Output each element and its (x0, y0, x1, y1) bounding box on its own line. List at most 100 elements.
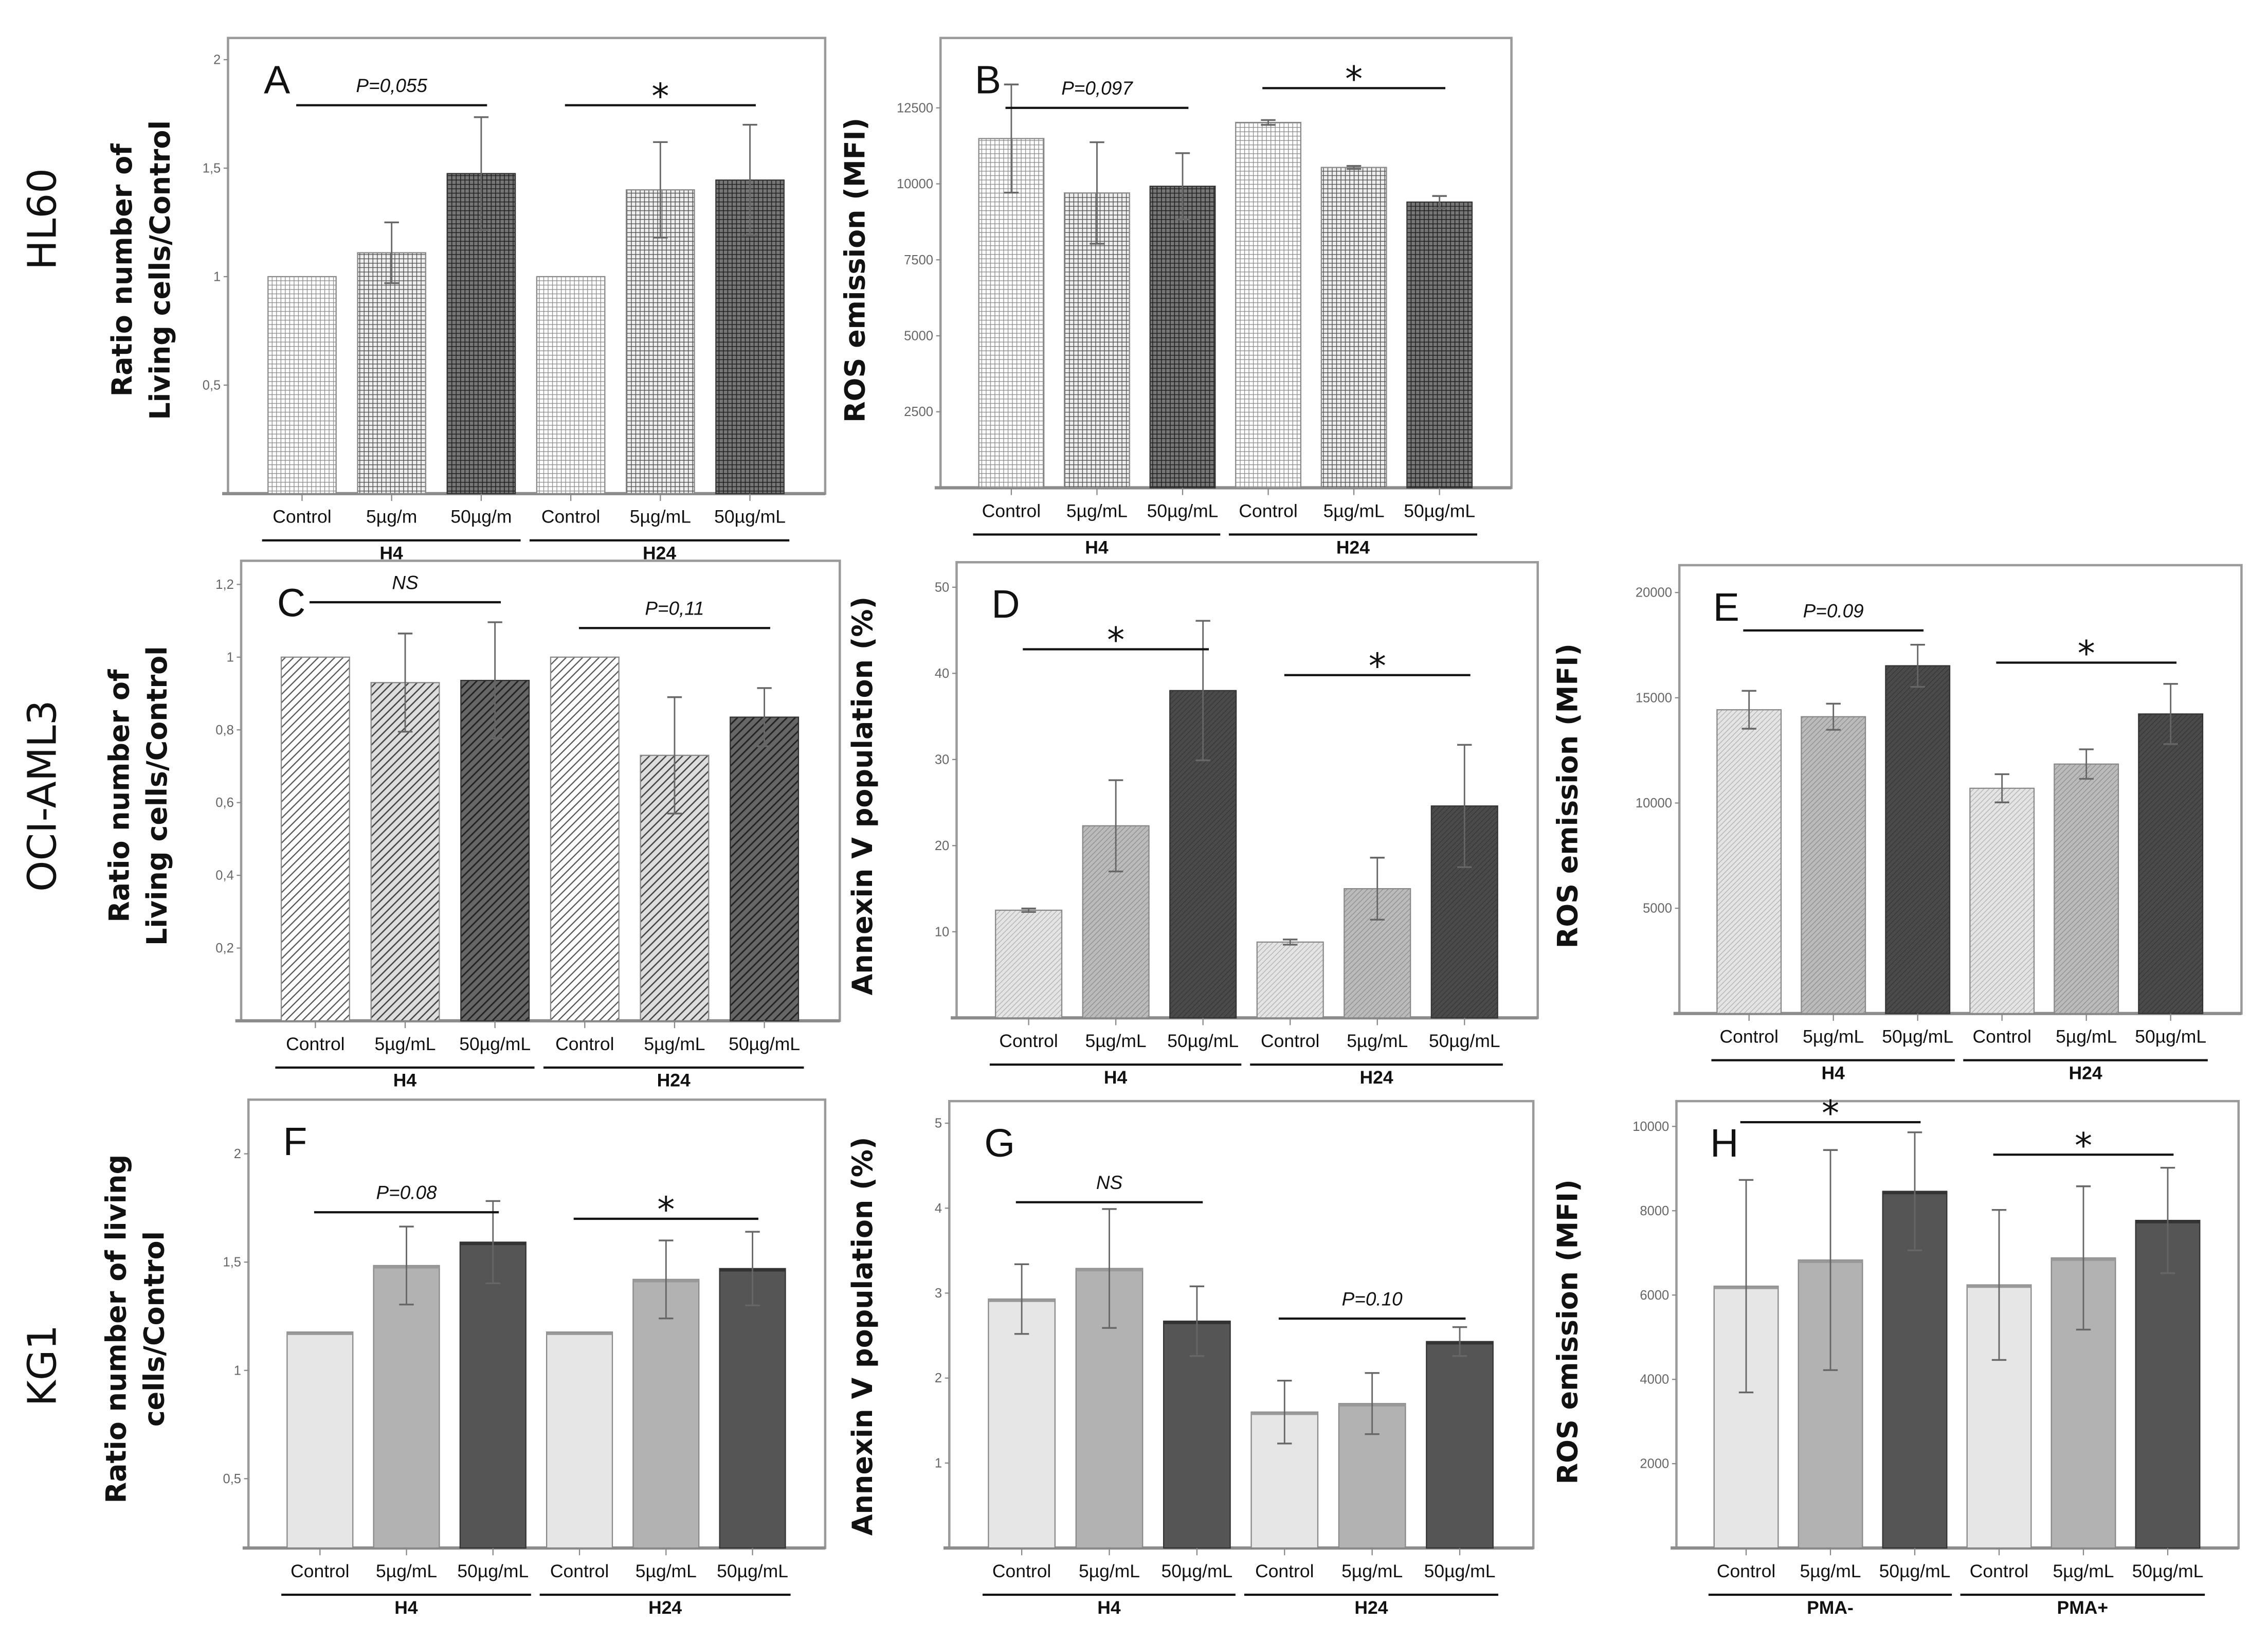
x-tick-label: 5µg/mL (630, 507, 691, 527)
x-tick-label: Control (982, 500, 1041, 521)
x-tick-label: 5µg/mL (1079, 1561, 1140, 1581)
y-tick-label: 1,5 (203, 161, 221, 175)
x-tick-label: 5µg/mL (1341, 1561, 1403, 1581)
p-value-label: P=0,11 (645, 598, 704, 619)
bar (1430, 805, 1498, 1019)
p-value-label: P=0.09 (1803, 600, 1864, 621)
x-tick-label: 50µg/mL (2132, 1561, 2204, 1581)
x-tick-label: 5µg/mL (1800, 1561, 1861, 1581)
x-tick-label: Control (1717, 1561, 1775, 1581)
bar (632, 1278, 700, 1549)
group-label: H24 (1359, 1067, 1393, 1088)
y-tick-label: 1 (227, 650, 234, 664)
bar (2054, 763, 2119, 1014)
bar (1426, 1341, 1494, 1549)
y-axis-label: Ratio number of (103, 669, 135, 923)
x-tick-label: 50µg/mL (1424, 1561, 1496, 1581)
y-tick-label: 50 (935, 580, 949, 594)
x-tick-label: 50µg/mL (1167, 1031, 1239, 1051)
y-tick-label: 1 (935, 1456, 942, 1470)
y-tick-label: 4 (935, 1201, 942, 1216)
x-tick-label: 50µg/mL (1879, 1561, 1951, 1581)
y-tick-label: 2 (935, 1371, 942, 1385)
significance-asterisk: * (1107, 620, 1124, 661)
bar (536, 276, 606, 494)
y-tick-label: 1 (234, 1363, 241, 1378)
row-label-cell-line: HL60 (20, 168, 65, 270)
row-label-cell-line: KG1 (20, 1325, 65, 1406)
bar (2138, 713, 2204, 1014)
bar (280, 656, 350, 1022)
bar (1716, 709, 1782, 1014)
significance-asterisk: * (2075, 1126, 2092, 1166)
y-tick-label: 5000 (904, 329, 933, 344)
panel-d: D 50 40 30 20 10 Annexin V population (%) Contr… (846, 561, 1539, 1088)
y-axis-label: Annexin V population (%) (846, 1137, 879, 1536)
y-tick-label: 1,5 (223, 1255, 241, 1270)
group-label: H4 (394, 1597, 418, 1618)
x-tick-label: 50µg/mL (714, 507, 786, 527)
y-tick-label: 2500 (904, 405, 933, 419)
bar (357, 252, 427, 494)
x-tick-label: 5µg/mL (374, 1034, 436, 1054)
x-tick-label: Control (1970, 1561, 2028, 1581)
x-tick-label: Control (550, 1561, 609, 1581)
y-tick-label: 1 (213, 269, 221, 284)
x-tick-label: 50µg/mL (2135, 1026, 2206, 1047)
group-label: H24 (648, 1597, 682, 1618)
bar (1256, 941, 1324, 1019)
y-tick-label: 5000 (1643, 902, 1672, 916)
panel-letter: G (984, 1122, 1015, 1165)
x-tick-label: 50µg/m (450, 507, 512, 527)
x-tick-label: Control (999, 1031, 1058, 1051)
x-tick-label: 5µg/mL (376, 1561, 437, 1581)
x-tick-label: 5µg/mL (1323, 500, 1385, 521)
group-label: H4 (1097, 1597, 1121, 1618)
bar (1801, 716, 1866, 1014)
y-tick-label: 7500 (904, 253, 933, 267)
panel-f: F 2 1,5 1 0,5 Ratio number of living cells/Con… (100, 1098, 827, 1618)
y-tick-label: 15000 (1636, 691, 1672, 705)
x-tick-label: 5µg/mL (1803, 1026, 1864, 1047)
x-tick-label: 50µg/mL (729, 1034, 800, 1054)
bar (370, 682, 440, 1022)
bar (546, 1331, 613, 1549)
p-value-label: P=0,055 (356, 75, 427, 96)
x-tick-label: 50µg/mL (459, 1034, 531, 1054)
x-tick-label: 5µg/mL (1066, 500, 1128, 521)
group-label: PMA- (1807, 1597, 1854, 1618)
x-tick-label: Control (541, 507, 600, 527)
panel-b: B 12500 10000 7500 5000 2500 ROS emission (MFI… (839, 37, 1513, 557)
bar (988, 1298, 1056, 1549)
y-tick-label: 2000 (1640, 1457, 1669, 1471)
x-tick-label: 50µg/mL (1161, 1561, 1232, 1581)
group-label: H4 (1085, 537, 1109, 557)
row-label-cell-line: OCI-AML3 (20, 700, 65, 892)
x-tick-label: Control (1720, 1026, 1779, 1047)
y-axis-label: Ratio number of (106, 143, 138, 397)
y-axis-label: Living cells/Control (141, 646, 173, 946)
x-tick-label: Control (555, 1034, 614, 1054)
group-label: PMA+ (2057, 1597, 2109, 1618)
significance-asterisk: * (1822, 1093, 1839, 1134)
panel-letter: B (975, 59, 1001, 102)
bar (2135, 1220, 2201, 1549)
panel-e: E 20000 15000 10000 5000 ROS emission (MFI) Co… (1551, 564, 2243, 1084)
x-tick-label: Control (286, 1034, 344, 1054)
y-tick-label: 20000 (1636, 586, 1672, 600)
group-label: H24 (657, 1070, 691, 1091)
p-value-label: P=0.08 (376, 1182, 437, 1203)
x-tick-label: 50µg/mL (1404, 500, 1475, 521)
y-tick-label: 2 (234, 1147, 241, 1161)
bar (459, 1241, 527, 1549)
x-tick-label: Control (992, 1561, 1051, 1581)
x-tick-label: 5µg/mL (1347, 1031, 1408, 1051)
x-tick-label: 50µg/mL (1147, 500, 1219, 521)
panel-letter: H (1710, 1122, 1738, 1165)
y-axis-label: ROS emission (MFI) (1551, 643, 1584, 948)
bar (995, 909, 1063, 1019)
p-value-label: P=0.10 (1342, 1289, 1403, 1310)
y-axis-label: Ratio number of living (100, 1155, 133, 1504)
significance-asterisk: * (1345, 59, 1363, 100)
